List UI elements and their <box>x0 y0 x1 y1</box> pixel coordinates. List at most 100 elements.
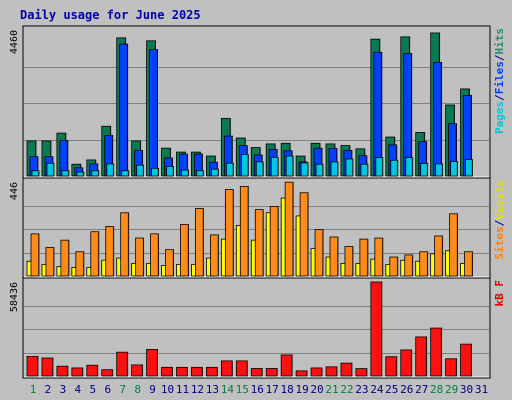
bar-sites <box>314 229 324 277</box>
bar-pages <box>61 170 70 177</box>
bar-kbytes <box>86 364 99 377</box>
day-label: 15 <box>236 383 249 396</box>
bar-sites <box>30 233 40 277</box>
bar-pages <box>240 153 249 177</box>
chart-panels: 4460Pages/Files/Hits446Sites/Visits58436… <box>9 25 506 379</box>
bar-sites <box>344 246 354 277</box>
day-label: 6 <box>104 383 111 396</box>
day-label: 9 <box>149 383 156 396</box>
bar-kbytes <box>325 366 338 377</box>
day-label: 13 <box>206 383 219 396</box>
series-label-part: Visits <box>493 180 506 220</box>
bar-sites <box>449 213 459 277</box>
bar-kbytes <box>56 365 69 377</box>
bar-pages <box>420 163 429 177</box>
bar-pages <box>285 155 294 177</box>
bar-kbytes <box>235 360 248 377</box>
bar-pages <box>375 157 384 177</box>
day-label: 25 <box>385 383 398 396</box>
day-label: 20 <box>310 383 323 396</box>
bar-pages <box>91 170 100 177</box>
bar-pages <box>405 157 414 177</box>
day-label: 21 <box>325 383 338 396</box>
bar-sites <box>284 181 294 277</box>
bar-kbytes <box>41 357 54 377</box>
bar-pages <box>121 170 130 177</box>
bar-sites <box>209 234 219 277</box>
day-label: 8 <box>134 383 141 396</box>
day-label: 19 <box>295 383 308 396</box>
bar-sites <box>90 231 100 277</box>
bar-sites <box>165 249 174 277</box>
bar-kbytes <box>355 368 368 377</box>
series-label-part: / <box>493 94 506 101</box>
day-label: 18 <box>281 383 294 396</box>
day-axis: 1 2 3 4 5 6 7 8 9 10 11 12 13 14 15 16 17 18 19 20 21 22 23 24 2… <box>30 383 488 396</box>
panel-series-label: Sites/Visits <box>493 180 506 260</box>
day-label: 12 <box>191 383 204 396</box>
bar-pages <box>360 163 369 177</box>
bar-files <box>433 62 443 177</box>
bar-sites <box>75 251 85 277</box>
series-label-part: / <box>493 219 506 226</box>
bar-pages <box>196 170 204 177</box>
day-label: 4 <box>75 383 82 396</box>
bar-pages <box>330 161 339 177</box>
bar-kbytes <box>191 366 203 377</box>
bar-kbytes <box>370 281 383 377</box>
bar-sites <box>60 239 70 277</box>
bar-kbytes <box>71 367 84 377</box>
panel-frame <box>22 277 491 379</box>
bar-sites <box>195 208 204 277</box>
day-label: 29 <box>445 383 458 396</box>
day-label: 30 <box>460 383 473 396</box>
bar-kbytes <box>176 366 188 377</box>
bar-files <box>119 43 129 177</box>
day-label: 31 <box>475 383 488 396</box>
bar-pages <box>345 158 354 177</box>
bar-sites <box>404 254 414 277</box>
bar-sites <box>269 206 279 277</box>
bar-pages <box>46 162 55 177</box>
bar-pages <box>31 170 40 177</box>
bar-pages <box>390 159 399 177</box>
bar-sites <box>254 209 264 277</box>
panel-max-label: 446 <box>9 182 20 200</box>
series-label-part: Hits <box>493 28 506 55</box>
bar-pages <box>300 162 309 177</box>
panel-visits-sites: 446 Sites/Visits <box>9 177 506 279</box>
bar-sites <box>374 237 384 277</box>
bar-kbytes <box>430 327 443 377</box>
bar-kbytes <box>280 354 293 377</box>
bar-pages <box>181 169 189 177</box>
bar-sites <box>45 247 55 277</box>
bar-kbytes <box>116 351 129 377</box>
day-label: 28 <box>430 383 443 396</box>
bar-sites <box>389 256 399 277</box>
day-label: 24 <box>370 383 384 396</box>
bar-sites <box>464 251 473 277</box>
series-label-part: kB F <box>493 280 506 307</box>
bar-kbytes <box>385 356 398 377</box>
day-label: 3 <box>60 383 67 396</box>
bar-kbytes <box>400 349 413 377</box>
bar-files <box>149 49 159 177</box>
day-label: 27 <box>415 383 428 396</box>
panel-kbytes: 58436 kB F <box>9 277 506 379</box>
bar-pages <box>435 163 444 177</box>
bar-kbytes <box>445 358 458 377</box>
day-label: 17 <box>266 383 279 396</box>
bar-kbytes <box>250 368 263 377</box>
bar-sites <box>180 223 189 277</box>
day-label: 14 <box>221 383 235 396</box>
bar-pages <box>315 163 324 177</box>
day-label: 11 <box>176 383 189 396</box>
bar-sites <box>224 189 234 277</box>
bar-pages <box>270 156 279 177</box>
panel-max-label: 4460 <box>9 30 20 54</box>
day-label: 7 <box>119 383 126 396</box>
bar-sites <box>120 212 130 277</box>
bar-kbytes <box>310 367 323 377</box>
bar-sites <box>359 238 369 277</box>
